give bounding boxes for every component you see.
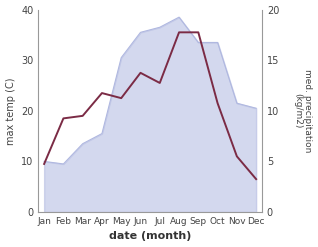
X-axis label: date (month): date (month) [109, 231, 191, 242]
Y-axis label: max temp (C): max temp (C) [5, 77, 16, 144]
Y-axis label: med. precipitation
(kg/m2): med. precipitation (kg/m2) [293, 69, 313, 152]
